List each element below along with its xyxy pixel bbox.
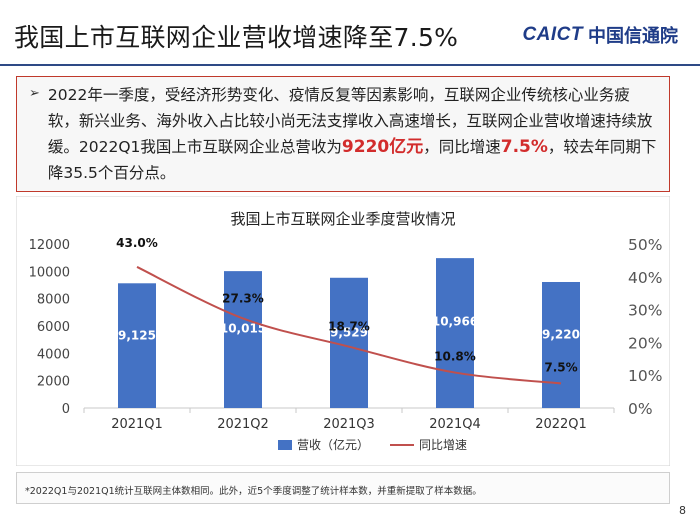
page-number: 8 [679,504,686,517]
summary-box: ➢ 2022年一季度，受经济形势变化、疫情反复等因素影响，互联网企业传统核心业务… [16,76,670,192]
legend-line-label: 同比增速 [419,438,467,452]
title-rule [0,64,700,66]
highlight-growth: 7.5% [500,137,548,157]
bar-data-label: 9,125 [118,328,156,342]
summary-text-2: ，同比增速 [423,138,501,156]
legend-bar-label: 营收（亿元） [297,437,369,452]
line-data-label: 10.8% [434,350,476,364]
line-data-label: 7.5% [544,360,577,374]
logo-cn: 中国信通院 [588,26,678,47]
bar [118,283,156,408]
slide-title: 我国上市互联网企业营收增速降至7.5% [14,23,459,52]
legend-bar-swatch [278,440,292,450]
chart-svg: 我国上市互联网企业季度营收情况 0 2000 4000 6000 8000 10000 120… [16,196,670,466]
y-right-tick-label: 30% [628,302,662,320]
bullet-icon: ➢ [29,86,40,101]
logo-en: CAICT [522,24,583,45]
y-left-tick-label: 6000 [37,320,70,335]
footnote: *2022Q1与2021Q1统计互联网主体数相同。此外，近5个季度调整了统计样本… [16,472,670,504]
bar-data-label: 10,015 [220,322,266,336]
y-left-tick-label: 10000 [29,265,70,280]
chart-title: 我国上市互联网企业季度营收情况 [230,210,455,228]
y-right-tick-label: 0% [628,400,653,418]
line-data-label: 27.3% [222,291,264,305]
y-right-tick-label: 10% [628,367,662,385]
summary-text-1: 2022年一季度，受经济形势变化、疫情反复等因素影响，互联网企业传统核心业务疲软… [47,86,653,156]
growth-line [136,266,562,385]
line-data-label: 43.0% [116,236,158,250]
chart: 我国上市互联网企业季度营收情况 0 2000 4000 6000 8000 10000 120… [16,196,670,466]
x-tick-label: 2021Q3 [323,417,375,432]
summary-text: 2022年一季度，受经济形势变化、疫情反复等因素影响，互联网企业传统核心业务疲软… [48,82,659,185]
x-tick-label: 2021Q1 [111,417,163,432]
bar-data-label: 10,966 [432,315,478,329]
y-left-tick-label: 4000 [37,347,70,362]
y-left-tick-label: 12000 [29,238,70,253]
y-right-tick-label: 20% [628,334,662,352]
logo: CAICT 中国信通院 [522,22,678,48]
x-tick-label: 2021Q2 [217,417,269,432]
summary-text-3: ，较去年同期下降35.5个百分点。 [47,138,657,182]
y-left-tick-label: 2000 [37,375,70,390]
bar [542,281,580,408]
x-tick-label: 2022Q1 [535,417,587,432]
x-tick-label: 2021Q4 [429,417,481,432]
bar-data-label: 9,529 [330,325,368,339]
y-left-tick-label: 8000 [37,293,70,308]
line-data-label: 18.7% [328,320,370,334]
highlight-revenue: 9220亿元 [341,137,424,157]
y-right-tick-label: 50% [628,236,662,254]
y-left-tick-label: 0 [62,402,70,417]
bar [224,271,262,408]
bar [436,258,474,408]
bar-data-label: 9,220 [542,328,580,342]
y-right-tick-label: 40% [628,269,662,287]
